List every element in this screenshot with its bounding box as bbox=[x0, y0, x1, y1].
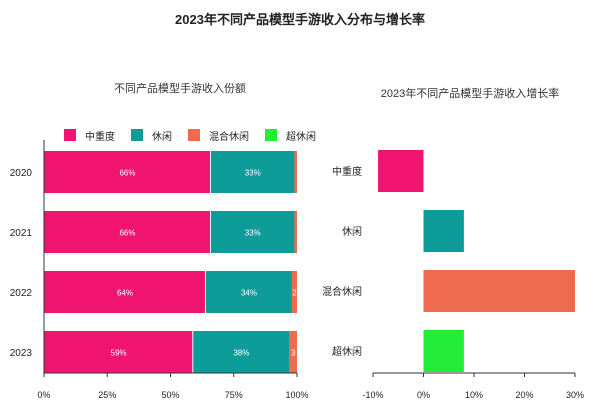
legend-label: 混合休闲 bbox=[209, 131, 249, 143]
data-label: 33% bbox=[245, 169, 261, 178]
x-tick-label: 100% bbox=[285, 390, 308, 400]
y-tick-label: 中重度 bbox=[332, 165, 362, 178]
bar-segment bbox=[294, 151, 297, 193]
bar-segment bbox=[210, 211, 295, 253]
bar-segment bbox=[44, 211, 210, 253]
bar-segment bbox=[294, 211, 297, 253]
x-tick-label: 0% bbox=[417, 390, 430, 400]
bar-segment bbox=[205, 271, 292, 313]
bar-segment bbox=[44, 331, 193, 373]
y-tick-label: 2022 bbox=[10, 288, 33, 299]
growth-bar bbox=[378, 150, 424, 192]
data-label: 3 bbox=[291, 349, 296, 358]
legend-swatch bbox=[265, 129, 277, 141]
y-tick-label: 休闲 bbox=[342, 225, 362, 238]
x-tick-label: 20% bbox=[515, 390, 533, 400]
data-label: 66% bbox=[119, 229, 135, 238]
growth-bar bbox=[423, 330, 464, 372]
bar-segment bbox=[44, 151, 210, 193]
legend-item: 休闲 bbox=[131, 128, 172, 143]
x-tick-label: 50% bbox=[161, 390, 179, 400]
data-label: 66% bbox=[119, 169, 135, 178]
y-tick-label: 超休闲 bbox=[332, 345, 362, 358]
x-tick-label: 25% bbox=[98, 390, 116, 400]
data-label: 38% bbox=[233, 349, 249, 358]
legend-swatch bbox=[131, 129, 143, 141]
data-label: 2 bbox=[292, 289, 297, 298]
data-label: 59% bbox=[111, 349, 127, 358]
figure-title: 2023年不同产品模型手游收入分布与增长率 bbox=[175, 12, 425, 27]
legend-swatch bbox=[188, 129, 200, 141]
legend-swatch bbox=[64, 129, 76, 141]
legend-label: 中重度 bbox=[85, 131, 115, 143]
legend: 中重度 休闲 混合休闲 超休闲 bbox=[64, 128, 332, 143]
growth-bar bbox=[423, 210, 464, 252]
data-label: 64% bbox=[117, 289, 133, 298]
legend-label: 休闲 bbox=[152, 131, 172, 143]
legend-item: 混合休闲 bbox=[188, 128, 249, 143]
y-tick-label: 2021 bbox=[10, 228, 33, 239]
data-label: 34% bbox=[241, 289, 257, 298]
y-tick-label: 2020 bbox=[10, 168, 33, 179]
bar-segment bbox=[193, 331, 290, 373]
y-tick-label: 2023 bbox=[10, 348, 33, 359]
x-tick-label: 0% bbox=[37, 390, 50, 400]
y-tick-label: 混合休闲 bbox=[322, 285, 362, 298]
bar-segment bbox=[291, 271, 297, 313]
x-tick-label: -10% bbox=[362, 390, 383, 400]
x-tick-label: 75% bbox=[225, 390, 243, 400]
share-chart-title: 不同产品模型手游收入份额 bbox=[114, 83, 246, 95]
growth-chart-title: 2023年不同产品模型手游收入增长率 bbox=[380, 88, 560, 100]
bar-segment bbox=[44, 271, 205, 313]
legend-item: 超休闲 bbox=[265, 128, 316, 143]
bar-segment bbox=[289, 331, 297, 373]
x-tick-label: 30% bbox=[566, 390, 584, 400]
legend-item: 中重度 bbox=[64, 128, 115, 143]
growth-bar bbox=[423, 270, 575, 312]
x-tick-label: 10% bbox=[465, 390, 483, 400]
legend-label: 超休闲 bbox=[286, 131, 316, 143]
data-label: 33% bbox=[245, 229, 261, 238]
bar-segment bbox=[210, 151, 295, 193]
